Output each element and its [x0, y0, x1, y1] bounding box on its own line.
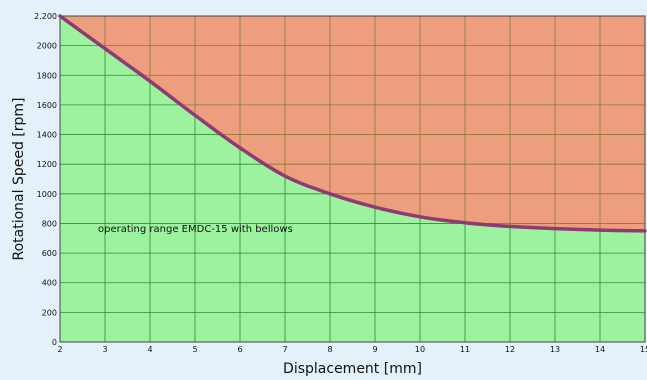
y-ticks: 0 200 400 600 800 1000 1200 1400 1600 1800 2000 2.2… [34, 12, 57, 347]
area-above-curve [60, 16, 645, 231]
x-tick-label: 7 [282, 345, 287, 354]
y-tick-label: 2000 [37, 42, 57, 51]
y-tick-label: 800 [42, 219, 57, 228]
x-axis-label: Displacement [mm] [283, 361, 422, 377]
x-tick-label: 10 [415, 345, 425, 354]
x-tick-label: 6 [237, 345, 242, 354]
y-tick-label: 1000 [37, 190, 57, 199]
y-tick-label: 2.200 [34, 12, 57, 21]
x-tick-label: 9 [372, 345, 377, 354]
x-tick-label: 15 [640, 345, 647, 354]
x-tick-label: 4 [147, 345, 152, 354]
y-tick-label: 400 [42, 279, 57, 288]
plot-frame [59, 15, 646, 343]
area-below-curve [60, 16, 645, 342]
y-tick-label: 1800 [37, 71, 57, 80]
annotation: operating range EMDC-15 with bellows [98, 224, 293, 235]
x-ticks: 2 3 4 5 6 7 8 9 10 11 12 13 14 15 [57, 345, 647, 354]
x-tick-label: 5 [192, 345, 197, 354]
y-tick-label: 1400 [37, 131, 57, 140]
series-line [58, 14, 647, 233]
y-tick-label: 600 [42, 249, 57, 258]
x-tick-label: 13 [550, 345, 560, 354]
y-tick-label: 1600 [37, 101, 57, 110]
x-tick-label: 12 [505, 345, 515, 354]
y-tick-label: 1200 [37, 160, 57, 169]
x-tick-label: 8 [327, 345, 332, 354]
y-tick-label: 200 [42, 308, 57, 317]
x-tick-label: 14 [595, 345, 605, 354]
x-tick-label: 2 [57, 345, 62, 354]
x-tick-label: 3 [102, 345, 107, 354]
y-tick-label: 0 [52, 338, 57, 347]
y-axis-label: Rotational Speed [rpm] [11, 97, 27, 260]
x-tick-label: 11 [460, 345, 470, 354]
